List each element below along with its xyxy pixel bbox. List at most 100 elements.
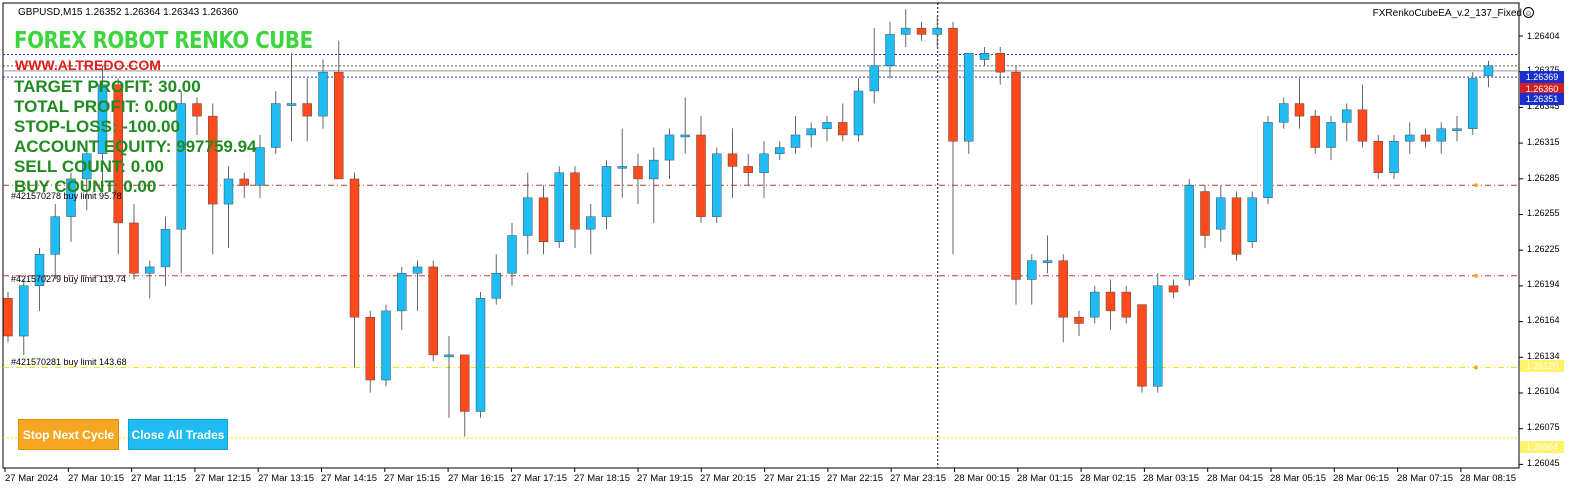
candle-body — [1216, 197, 1226, 230]
candle-body — [381, 310, 391, 381]
time-tick: 27 Mar 13:15 — [258, 473, 314, 484]
candle-body — [176, 103, 186, 230]
candle-body — [1074, 316, 1084, 324]
candle-body — [885, 34, 895, 67]
candle-body — [1420, 134, 1431, 142]
candle-body — [160, 229, 171, 268]
price-tick: 1.26404 — [1527, 31, 1560, 41]
candle-body — [869, 65, 879, 92]
candle-body — [223, 178, 234, 205]
price-label-order-3: 1.26120 — [1520, 360, 1564, 372]
close-all-trades-button[interactable]: Close All Trades — [128, 419, 228, 450]
candle-body — [1027, 260, 1037, 280]
price-tick: 1.26104 — [1527, 386, 1560, 396]
candle-body — [1468, 78, 1478, 129]
chart-frame — [2, 2, 1520, 469]
price-tick: 1.26225 — [1527, 244, 1560, 254]
symbol-info: GBPUSD,M15 1.26352 1.26364 1.26343 1.263… — [18, 7, 239, 18]
candle-body — [1184, 185, 1194, 280]
stop-loss: STOP-LOSS: -100.00 — [14, 117, 180, 136]
price-label-bid-line: 1.26351 — [1520, 93, 1564, 105]
candle-body — [3, 298, 13, 337]
candle-body — [208, 115, 218, 205]
time-tick: 27 Mar 18:15 — [574, 473, 630, 484]
candle-body — [82, 153, 92, 180]
candle-body — [664, 134, 675, 161]
candle-body — [1105, 291, 1116, 312]
candle-body — [853, 90, 864, 136]
target-profit: TARGET PROFIT: 30.00 — [14, 77, 201, 96]
price-tick: 1.26194 — [1527, 279, 1560, 289]
candle-body — [523, 197, 533, 236]
candle-body — [1373, 141, 1383, 173]
candle-body — [1153, 285, 1163, 387]
candle-body — [838, 122, 848, 136]
candle-body — [1405, 134, 1415, 142]
time-tick: 27 Mar 22:15 — [827, 473, 883, 484]
candle-body — [113, 84, 123, 224]
candle-body — [349, 178, 360, 318]
candle-body — [570, 172, 580, 230]
time-tick: 27 Mar 17:15 — [511, 473, 567, 484]
time-tick: 27 Mar 12:15 — [195, 473, 251, 484]
price-tick: 1.26285 — [1527, 173, 1560, 183]
candle-body — [964, 53, 974, 142]
candle-body — [696, 134, 706, 217]
candle-body — [397, 273, 407, 312]
candle-body — [1279, 103, 1289, 123]
price-label-ask-line: 1.26369 — [1520, 71, 1564, 83]
candle-body — [1137, 304, 1147, 387]
candle-body — [412, 266, 423, 274]
time-tick: 28 Mar 06:15 — [1333, 473, 1389, 484]
smiley-face-icon[interactable]: ☺ — [1523, 7, 1534, 18]
price-tick: 1.26075 — [1527, 422, 1560, 432]
candle-body — [50, 216, 60, 255]
website-link[interactable]: WWW.ALTREDO.COM — [15, 57, 161, 73]
order-label-3: #421570281 buy limit 143.68 — [11, 357, 127, 367]
candle-body — [1200, 191, 1210, 236]
candle-body — [302, 103, 312, 117]
candle-body — [822, 122, 832, 129]
candle-body — [806, 128, 816, 136]
candle-body — [145, 266, 155, 274]
candle-body — [727, 153, 738, 167]
sell-count: SELL COUNT: 0.00 — [14, 157, 164, 176]
candle-body — [649, 159, 659, 180]
price-tick: 1.26134 — [1527, 351, 1560, 361]
price-tick: 1.26045 — [1527, 458, 1560, 468]
time-tick: 28 Mar 01:15 — [1017, 473, 1073, 484]
time-tick: 27 Mar 14:15 — [321, 473, 377, 484]
candle-body — [948, 27, 958, 142]
time-tick: 27 Mar 15:15 — [384, 473, 440, 484]
candle-body — [775, 147, 785, 155]
candle-body — [129, 222, 139, 274]
candle-body — [932, 27, 942, 35]
candle-body — [239, 178, 249, 186]
candle-body — [979, 53, 990, 60]
candle-body — [1263, 122, 1273, 198]
candle-body — [759, 153, 769, 173]
candle-body — [318, 71, 328, 117]
expert-advisor-name: FXRenkoCubeEA_v.2_137_Fixed — [1372, 8, 1522, 19]
candle-body — [712, 153, 722, 217]
order-marker — [1474, 273, 1478, 278]
time-tick: 28 Mar 05:15 — [1270, 473, 1326, 484]
candle-body — [1483, 65, 1494, 77]
candle-body — [1294, 103, 1305, 117]
candle-body — [901, 27, 911, 35]
time-tick: 28 Mar 07:15 — [1397, 473, 1453, 484]
time-tick: 27 Mar 21:15 — [764, 473, 820, 484]
candle-body — [255, 147, 265, 186]
candle-body — [66, 178, 76, 217]
candle-body — [97, 84, 108, 155]
time-tick: 27 Mar 10:15 — [68, 473, 124, 484]
candle-body — [1042, 260, 1053, 263]
candle-body — [743, 166, 753, 173]
candle-body — [1357, 109, 1368, 142]
stop-next-cycle-button[interactable]: Stop Next Cycle — [18, 419, 119, 450]
candle-body — [1310, 115, 1320, 148]
candle-body — [334, 71, 344, 180]
candle-body — [1326, 122, 1336, 148]
candle-body — [444, 354, 454, 358]
